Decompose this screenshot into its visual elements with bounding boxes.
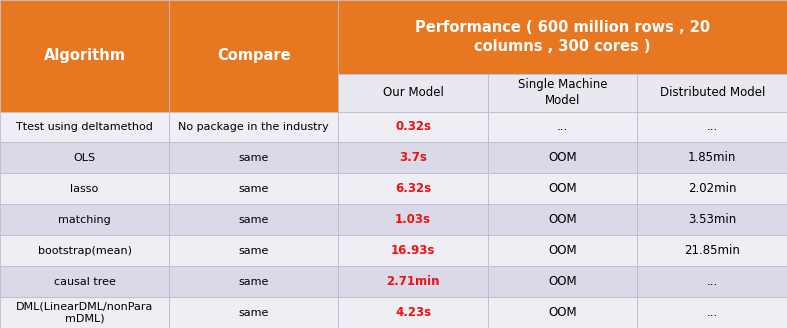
Text: ...: ... — [557, 120, 568, 133]
Bar — [338, 204, 488, 235]
Bar — [637, 112, 787, 142]
Bar — [169, 0, 338, 112]
Text: Compare: Compare — [217, 48, 290, 63]
Text: same: same — [238, 184, 269, 194]
Text: Distributed Model: Distributed Model — [660, 86, 765, 99]
Text: 3.7s: 3.7s — [399, 152, 427, 164]
Bar — [0, 297, 169, 328]
Bar — [169, 297, 338, 328]
Bar — [488, 297, 637, 328]
Bar — [0, 266, 169, 297]
Text: ...: ... — [707, 306, 718, 319]
Bar — [338, 174, 488, 204]
Text: 4.23s: 4.23s — [395, 306, 431, 319]
Bar — [338, 112, 488, 142]
Bar — [0, 204, 169, 235]
Bar — [488, 74, 637, 112]
Bar — [338, 142, 488, 174]
Text: 16.93s: 16.93s — [391, 244, 435, 257]
Bar — [338, 235, 488, 266]
Text: same: same — [238, 246, 269, 256]
Bar — [338, 266, 488, 297]
Text: lasso: lasso — [71, 184, 98, 194]
Bar — [0, 142, 169, 174]
Bar — [488, 266, 637, 297]
Bar — [338, 74, 488, 112]
Text: 2.71min: 2.71min — [386, 275, 440, 288]
Bar — [169, 235, 338, 266]
Text: 3.53min: 3.53min — [688, 213, 737, 226]
Bar — [637, 297, 787, 328]
Text: Algorithm: Algorithm — [43, 48, 126, 63]
Bar — [0, 235, 169, 266]
Text: 6.32s: 6.32s — [395, 182, 431, 195]
Bar — [338, 297, 488, 328]
Bar — [0, 0, 169, 112]
Text: OOM: OOM — [549, 182, 577, 195]
Bar — [0, 174, 169, 204]
Text: causal tree: causal tree — [54, 277, 116, 287]
Bar — [488, 204, 637, 235]
Text: OOM: OOM — [549, 244, 577, 257]
Text: 2.02min: 2.02min — [688, 182, 737, 195]
Text: matching: matching — [58, 215, 111, 225]
Text: ...: ... — [707, 275, 718, 288]
Text: OOM: OOM — [549, 152, 577, 164]
Text: same: same — [238, 308, 269, 318]
Bar — [637, 235, 787, 266]
Bar — [637, 204, 787, 235]
Text: same: same — [238, 277, 269, 287]
Text: 0.32s: 0.32s — [395, 120, 431, 133]
Text: bootstrap(mean): bootstrap(mean) — [38, 246, 131, 256]
Bar — [169, 112, 338, 142]
Text: 21.85min: 21.85min — [685, 244, 740, 257]
Text: DML(LinearDML/nonPara
mDML): DML(LinearDML/nonPara mDML) — [16, 301, 153, 324]
Text: OOM: OOM — [549, 213, 577, 226]
Bar — [488, 174, 637, 204]
Bar — [637, 266, 787, 297]
Text: OOM: OOM — [549, 306, 577, 319]
Bar — [488, 112, 637, 142]
Text: Our Model: Our Model — [382, 86, 444, 99]
Text: same: same — [238, 215, 269, 225]
Text: 1.03s: 1.03s — [395, 213, 431, 226]
Text: 1.85min: 1.85min — [688, 152, 737, 164]
Bar — [169, 204, 338, 235]
Bar — [169, 142, 338, 174]
Bar — [637, 142, 787, 174]
Text: Ttest using deltamethod: Ttest using deltamethod — [17, 122, 153, 132]
Bar — [338, 0, 787, 74]
Bar — [637, 174, 787, 204]
Text: Single Machine
Model: Single Machine Model — [518, 78, 608, 107]
Text: ...: ... — [707, 120, 718, 133]
Text: same: same — [238, 153, 269, 163]
Text: OOM: OOM — [549, 275, 577, 288]
Text: OLS: OLS — [73, 153, 96, 163]
Bar — [637, 74, 787, 112]
Bar — [488, 142, 637, 174]
Bar — [488, 235, 637, 266]
Bar — [0, 112, 169, 142]
Text: No package in the industry: No package in the industry — [179, 122, 329, 132]
Bar — [169, 266, 338, 297]
Text: Performance ( 600 million rows , 20
columns , 300 cores ): Performance ( 600 million rows , 20 colu… — [416, 20, 711, 54]
Bar — [169, 174, 338, 204]
